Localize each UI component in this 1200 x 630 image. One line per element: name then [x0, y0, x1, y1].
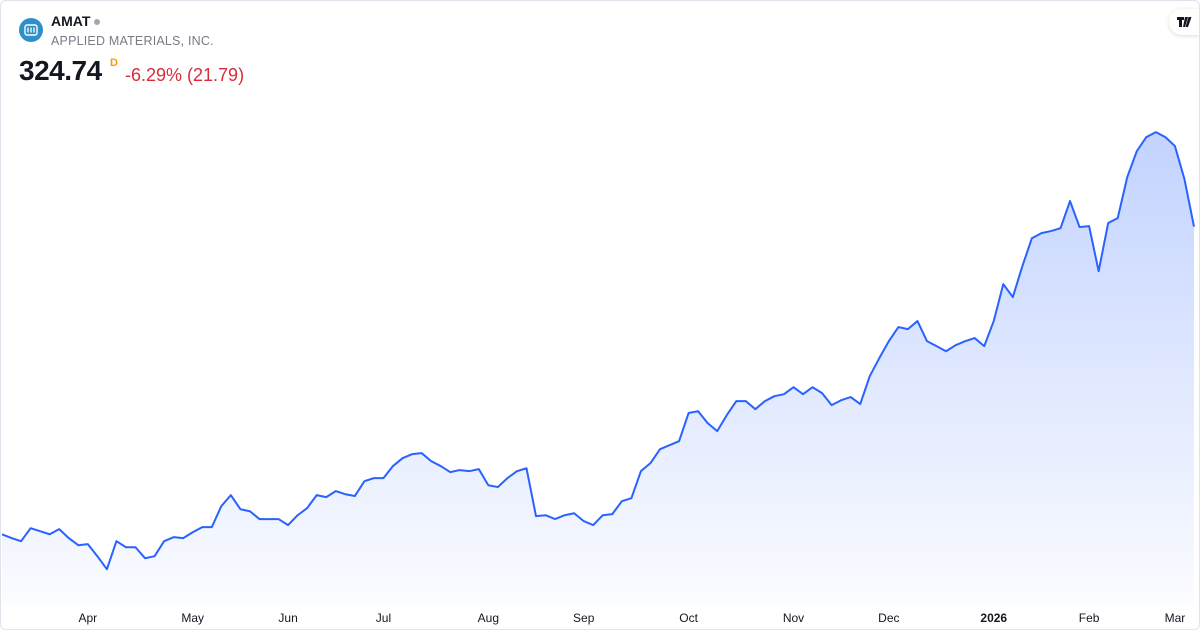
area-fill — [2, 132, 1194, 604]
tradingview-logo[interactable] — [1169, 9, 1199, 35]
price: 324.74 — [19, 55, 102, 86]
x-tick-label: Jun — [278, 611, 297, 625]
x-tick-label: Feb — [1079, 611, 1100, 625]
x-tick-label: Mar — [1165, 611, 1186, 625]
symbol: AMAT — [51, 13, 101, 29]
price-change: -6.29% (21.79) — [125, 65, 245, 85]
tv-icon — [1177, 17, 1192, 27]
x-tick-label: 2026 — [980, 611, 1007, 625]
price-line — [1, 131, 1195, 571]
x-tick-label: Dec — [878, 611, 899, 625]
status-dot — [94, 19, 101, 26]
x-tick-label: Apr — [78, 611, 97, 625]
symbol-text: AMAT — [51, 13, 91, 29]
x-tick-label: Sep — [573, 611, 595, 625]
x-tick-label: Oct — [679, 611, 698, 625]
interval: D — [110, 57, 118, 69]
company-name: APPLIED MATERIALS, INC. — [51, 34, 214, 48]
x-tick-label: Nov — [783, 611, 804, 625]
x-tick-label: May — [181, 611, 204, 625]
x-tick-label: Aug — [478, 611, 499, 625]
company-logo — [19, 18, 43, 42]
x-tick-label: Jul — [376, 611, 391, 625]
